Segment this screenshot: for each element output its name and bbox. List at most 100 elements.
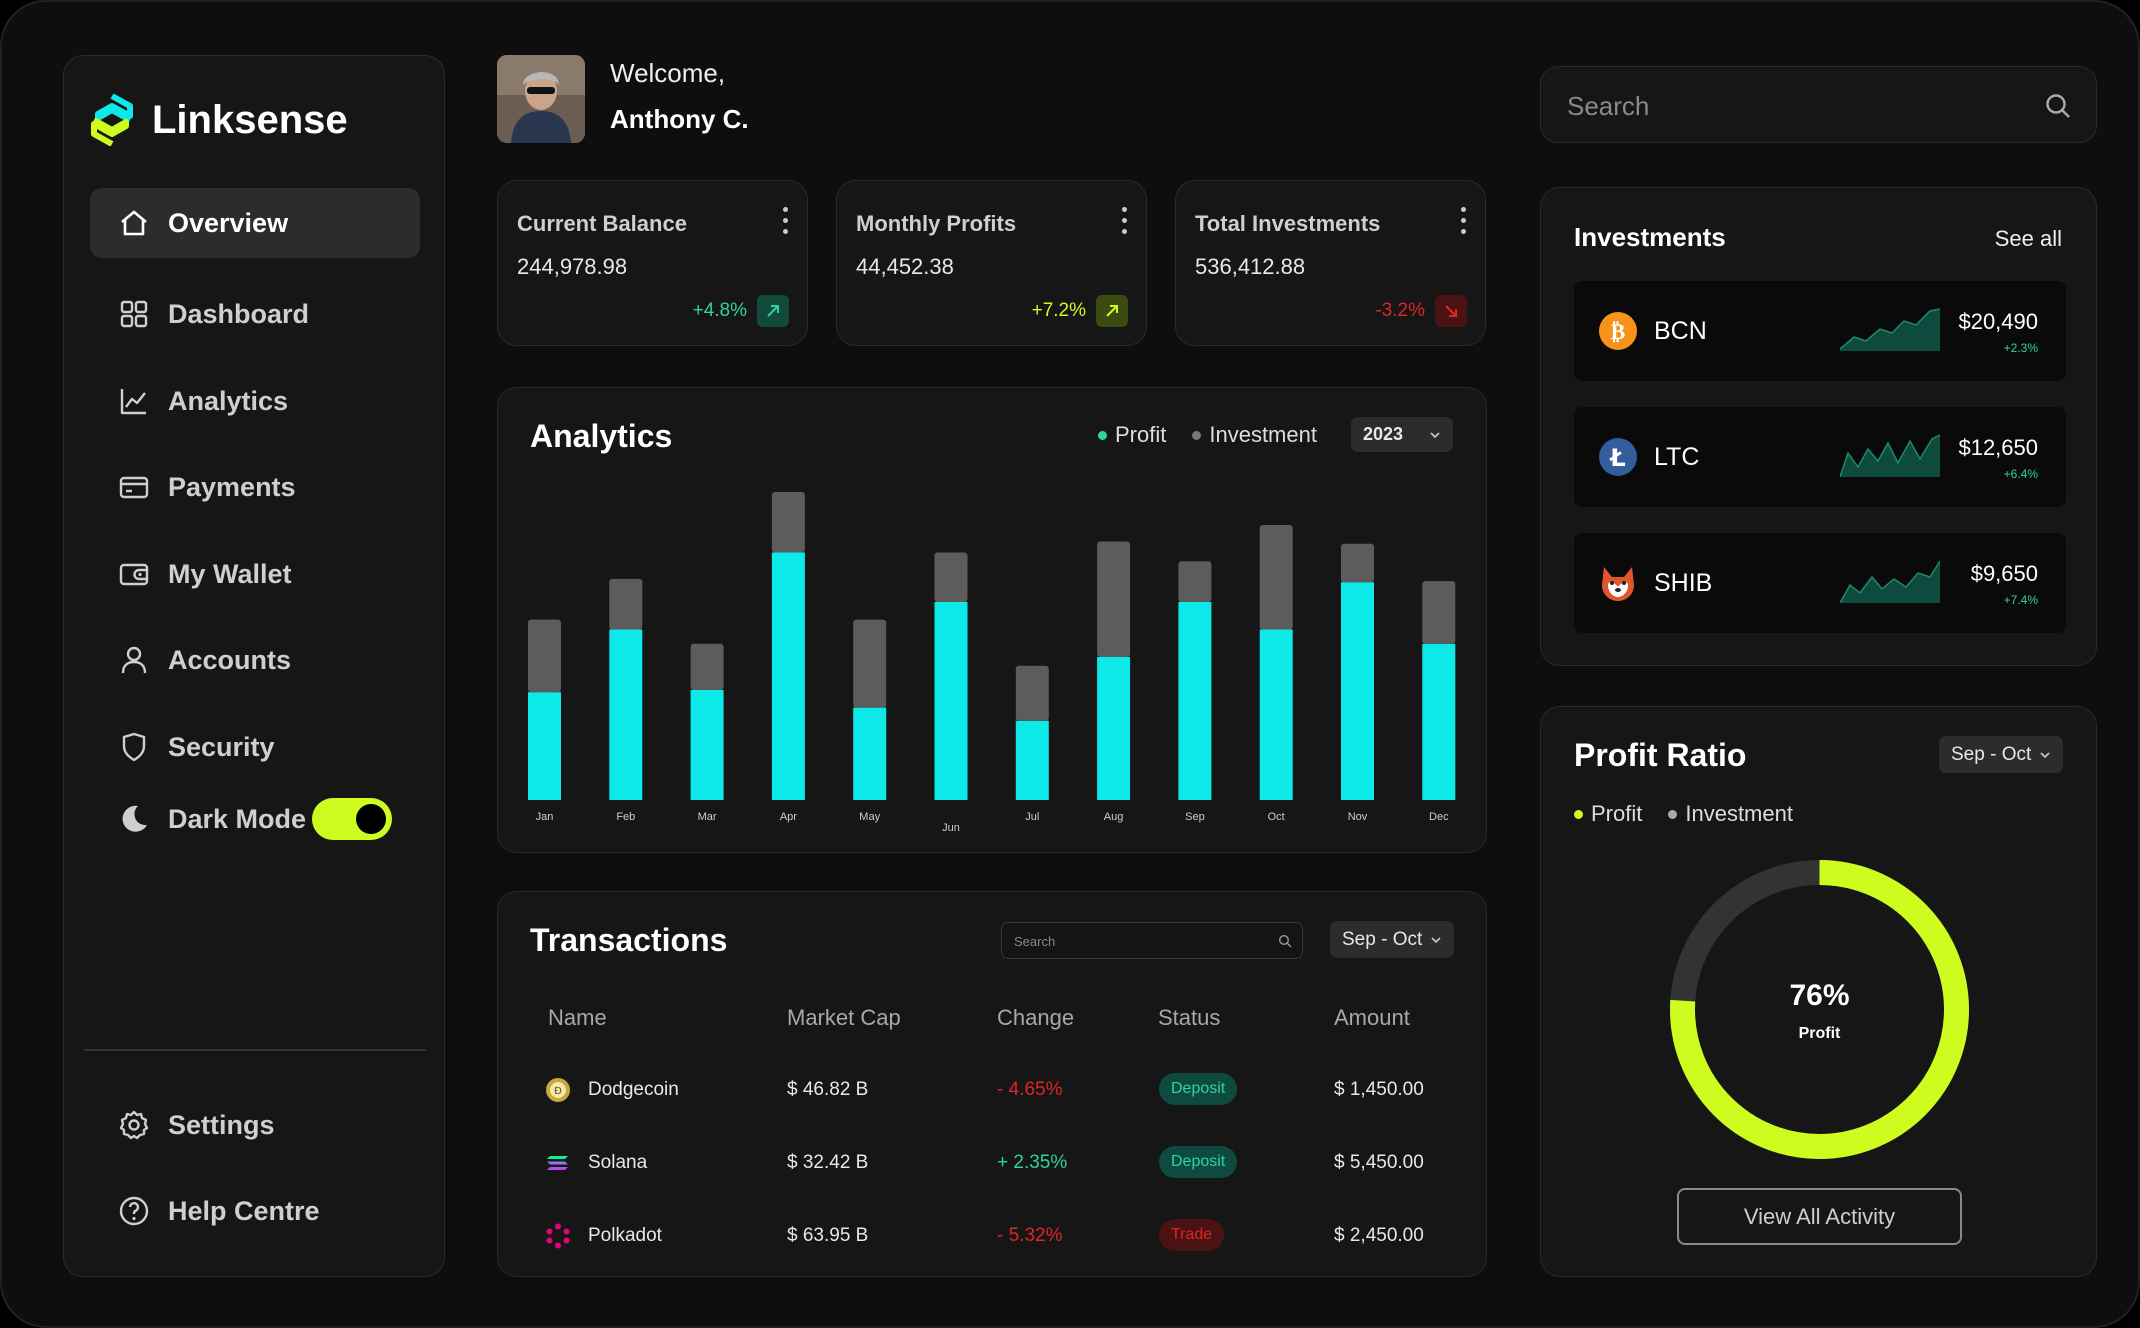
investment-price: $20,490 xyxy=(1958,309,2038,334)
x-tick-label: May xyxy=(859,811,880,823)
bar-investment-aug[interactable] xyxy=(1097,541,1131,658)
table-row[interactable]: Polkadot $ 63.95 B - 5.32% Trade $ 2,450… xyxy=(498,1211,1488,1261)
bar-investment-feb[interactable] xyxy=(609,578,643,630)
investments-panel: Investments See all ₿ BCN $20,490 +2.3% … xyxy=(1540,187,2097,666)
bar-investment-mar[interactable] xyxy=(690,643,724,690)
sidebar-item-help-centre[interactable]: Help Centre xyxy=(90,1176,420,1246)
search-input[interactable]: Search xyxy=(1540,66,2097,143)
dark-mode-toggle[interactable] xyxy=(312,798,392,840)
sidebar-item-label: Security xyxy=(168,731,275,762)
transactions-panel: Transactions Search Sep - Oct Name Marke… xyxy=(497,891,1487,1277)
bar-profit-may[interactable] xyxy=(853,707,887,800)
column-header-amount[interactable]: Amount xyxy=(1334,1005,1410,1030)
svg-text:₿: ₿ xyxy=(1611,320,1626,345)
table-row[interactable]: Solana $ 32.42 B + 2.35% Deposit $ 5,450… xyxy=(498,1138,1488,1188)
column-header-change[interactable]: Change xyxy=(997,1005,1075,1030)
bar-investment-apr[interactable] xyxy=(771,492,805,553)
investment-row-shib[interactable]: SHIB $9,650 +7.4% xyxy=(1574,533,2066,633)
stat-label: Total Investments xyxy=(1195,211,1381,236)
brand-name: Linksense xyxy=(152,97,348,142)
bar-investment-jan[interactable] xyxy=(528,619,561,693)
stat-label: Current Balance xyxy=(517,211,687,236)
cell-name: Polkadot xyxy=(588,1225,662,1246)
polkadot-icon xyxy=(546,1223,570,1249)
dogecoin-icon: Ð xyxy=(546,1078,570,1102)
bar-investment-jul[interactable] xyxy=(1015,665,1049,721)
x-tick-label: Apr xyxy=(780,811,797,823)
investment-symbol: BCN xyxy=(1654,317,1707,345)
column-header-market-cap[interactable]: Market Cap xyxy=(787,1005,901,1030)
transactions-range-select[interactable]: Sep - Oct xyxy=(1330,921,1454,958)
stat-change: -3.2% xyxy=(1375,300,1425,321)
bar-investment-oct[interactable] xyxy=(1259,525,1293,630)
bar-profit-jul[interactable] xyxy=(1015,720,1049,800)
sidebar-item-security[interactable]: Security xyxy=(90,712,420,782)
status-badge: Deposit xyxy=(1159,1073,1238,1105)
sidebar-item-settings[interactable]: Settings xyxy=(90,1090,420,1160)
svg-text:Ł: Ł xyxy=(1608,444,1625,472)
sidebar-item-overview[interactable]: Overview xyxy=(90,188,420,258)
profit-range-select[interactable]: Sep - Oct xyxy=(1939,736,2063,773)
x-tick-label: Dec xyxy=(1429,811,1449,823)
bar-profit-nov[interactable] xyxy=(1341,582,1374,800)
search-placeholder: Search xyxy=(1567,91,1650,121)
view-all-activity-button[interactable]: View All Activity xyxy=(1677,1188,1962,1245)
table-row[interactable]: Ð Dodgecoin $ 46.82 B - 4.65% Deposit $ … xyxy=(498,1065,1488,1115)
column-header-status[interactable]: Status xyxy=(1158,1005,1221,1030)
brand[interactable]: Linksense xyxy=(90,94,348,146)
arrow-up-right-icon xyxy=(757,295,789,327)
sidebar-item-analytics[interactable]: Analytics xyxy=(90,366,420,436)
cell-amount: $ 5,450.00 xyxy=(1334,1152,1424,1173)
see-all-link[interactable]: See all xyxy=(1994,226,2062,251)
bar-investment-dec[interactable] xyxy=(1422,581,1456,644)
search-icon[interactable] xyxy=(2044,92,2072,120)
year-select[interactable]: 2023 xyxy=(1351,417,1453,452)
bar-profit-jun[interactable] xyxy=(934,602,968,800)
bar-profit-dec[interactable] xyxy=(1422,643,1456,800)
legend-profit: Profit xyxy=(1574,801,1642,827)
investment-price: $12,650 xyxy=(1958,435,2038,460)
bar-profit-jan[interactable] xyxy=(528,692,561,800)
sidebar-item-my-wallet[interactable]: My Wallet xyxy=(90,539,420,609)
sidebar-item-label: Accounts xyxy=(168,644,292,675)
stat-card-monthly-profits[interactable]: Monthly Profits 44,452.38 +7.2% xyxy=(836,180,1147,346)
sparkline-chart xyxy=(1840,308,1940,351)
bar-profit-aug[interactable] xyxy=(1097,657,1131,800)
sidebar-item-label: Analytics xyxy=(168,385,289,416)
bar-profit-feb[interactable] xyxy=(609,629,643,801)
bar-investment-sep[interactable] xyxy=(1178,561,1212,602)
column-header-name[interactable]: Name xyxy=(548,1005,607,1030)
bar-profit-apr[interactable] xyxy=(771,552,805,801)
arrow-up-right-icon xyxy=(1096,295,1128,327)
sidebar-item-dashboard[interactable]: Dashboard xyxy=(90,279,420,349)
profit-ratio-title: Profit Ratio xyxy=(1574,737,1747,773)
search-icon[interactable] xyxy=(1278,934,1292,948)
avatar[interactable] xyxy=(497,55,585,143)
more-icon[interactable] xyxy=(783,207,789,240)
stat-card-current-balance[interactable]: Current Balance 244,978.98 +4.8% xyxy=(497,180,808,346)
sidebar-item-label: My Wallet xyxy=(168,558,292,589)
cell-change: - 4.65% xyxy=(997,1079,1063,1100)
home-icon xyxy=(121,210,147,236)
x-tick-label: Jun xyxy=(942,822,960,834)
bar-investment-jun[interactable] xyxy=(934,552,968,603)
more-icon[interactable] xyxy=(1461,207,1467,240)
investment-change: +6.4% xyxy=(2003,467,2038,481)
investment-row-bcn[interactable]: ₿ BCN $20,490 +2.3% xyxy=(1574,281,2066,381)
sidebar-item-accounts[interactable]: Accounts xyxy=(90,625,420,695)
grid-icon xyxy=(120,300,148,328)
transactions-search-input[interactable]: Search xyxy=(1001,922,1303,959)
bar-profit-mar[interactable] xyxy=(690,690,724,800)
bar-profit-oct[interactable] xyxy=(1259,629,1293,801)
litecoin-icon: Ł xyxy=(1599,438,1637,476)
cell-amount: $ 2,450.00 xyxy=(1334,1225,1424,1246)
stat-card-total-investments[interactable]: Total Investments 536,412.88 -3.2% xyxy=(1175,180,1486,346)
wallet-icon xyxy=(119,563,149,586)
cell-market-cap: $ 46.82 B xyxy=(787,1079,869,1100)
more-icon[interactable] xyxy=(1122,207,1128,240)
bar-profit-sep[interactable] xyxy=(1178,602,1212,800)
bar-investment-may[interactable] xyxy=(853,619,887,708)
sidebar-item-payments[interactable]: Payments xyxy=(90,452,420,522)
investment-row-ltc[interactable]: Ł LTC $12,650 +6.4% xyxy=(1574,407,2066,507)
bar-investment-nov[interactable] xyxy=(1341,543,1374,583)
